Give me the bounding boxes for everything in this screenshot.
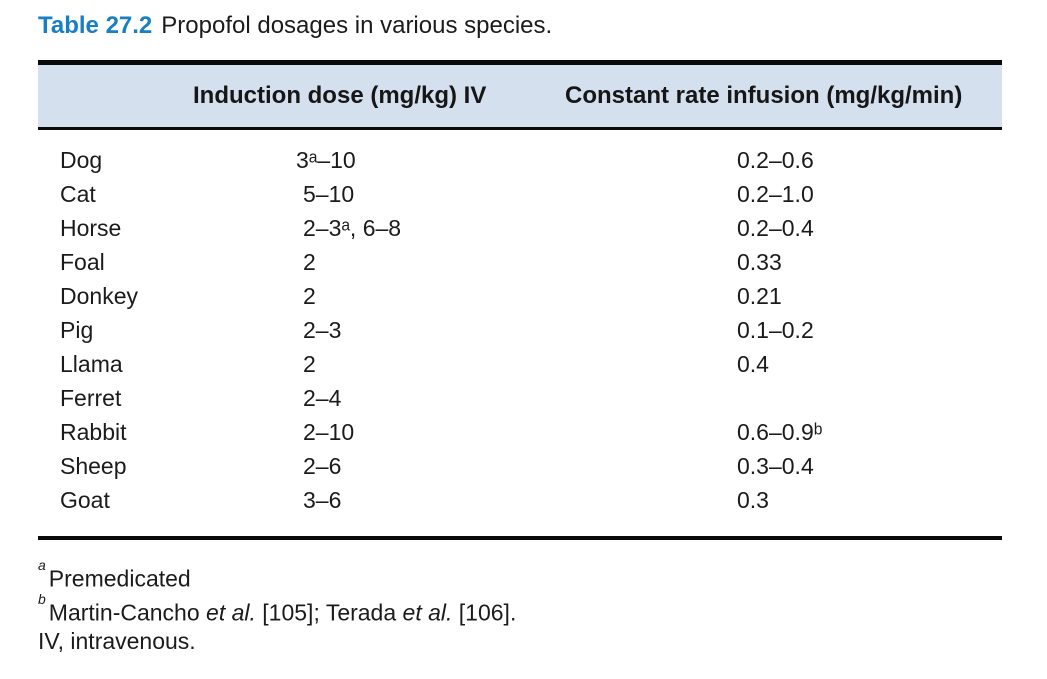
- table-row: Ferret 2–4: [38, 381, 1002, 415]
- cell-infusion-rate: 0.4: [737, 351, 769, 377]
- cell-infusion-rate: 0.33: [737, 249, 782, 275]
- cell-species: Donkey: [60, 283, 138, 309]
- table-number: Table 27.2: [38, 12, 153, 39]
- cell-species: Horse: [60, 215, 122, 241]
- footnote-b-etal-1: et al.: [206, 599, 256, 626]
- cell-species: Sheep: [60, 453, 127, 479]
- table-row: Donkey 2 0.21: [38, 279, 1002, 313]
- cell-species: Llama: [60, 351, 123, 377]
- table-header-row: Induction dose (mg/kg) IV Constant rate …: [38, 65, 1002, 127]
- cell-species: Ferret: [60, 385, 122, 411]
- column-header-induction-dose: Induction dose (mg/kg) IV: [193, 82, 487, 109]
- footnote-b-text-2: [105]; Terada: [255, 599, 403, 626]
- table-row: Horse 2–3ᵃ, 6–8 0.2–0.4: [38, 211, 1002, 245]
- cell-induction-dose: 2: [303, 351, 316, 377]
- footnote-b-text-1: Martin-Cancho: [48, 599, 207, 626]
- table-row: Cat 5–10 0.2–1.0: [38, 177, 1002, 211]
- cell-infusion-rate: 0.3–0.4: [737, 453, 814, 479]
- table-row: Goat 3–6 0.3: [38, 483, 1002, 517]
- cell-species: Cat: [60, 181, 96, 207]
- footnotes: aPremedicated bMartin-Cancho et al. [105…: [38, 556, 516, 658]
- table-row: Pig 2–3 0.1–0.2: [38, 313, 1002, 347]
- cell-induction-dose: 2–3: [303, 317, 342, 343]
- footnote-b: bMartin-Cancho et al. [105]; Terada et a…: [38, 590, 517, 626]
- footnote-abbreviation-text: IV, intravenous.: [38, 628, 196, 654]
- table-row: Rabbit 2–10 0.6–0.9ᵇ: [38, 415, 1002, 449]
- cell-infusion-rate: 0.2–0.4: [737, 215, 814, 241]
- cell-induction-dose: 2: [303, 249, 316, 275]
- table-body: Dog 3ᵃ–10 0.2–0.6 Cat 5–10 0.2–1.0 Horse…: [38, 130, 1002, 536]
- cell-species: Foal: [60, 249, 105, 275]
- cell-induction-dose: 2–10: [303, 419, 355, 445]
- table-row: Dog 3ᵃ–10 0.2–0.6: [38, 143, 1002, 177]
- cell-infusion-rate: [737, 381, 1002, 415]
- table-top-rule: [38, 60, 1002, 65]
- cell-species: Goat: [60, 487, 110, 513]
- table-caption: Table 27.2 Propofol dosages in various sp…: [38, 12, 552, 40]
- footnote-b-marker: b: [38, 591, 46, 607]
- footnote-a-marker: a: [38, 557, 46, 573]
- footnote-b-etal-2: et al.: [402, 599, 453, 626]
- table-row: Foal 2 0.33: [38, 245, 1002, 279]
- cell-induction-dose: 2–3ᵃ, 6–8: [303, 215, 402, 241]
- cell-infusion-rate: 0.21: [737, 283, 782, 309]
- table-row: Llama 2 0.4: [38, 347, 1002, 381]
- footnote-b-text-3: [106].: [452, 599, 517, 626]
- cell-induction-dose: 2–6: [303, 453, 342, 479]
- cell-species: Rabbit: [60, 419, 127, 445]
- footnote-a-text: Premedicated: [48, 565, 191, 592]
- cell-infusion-rate: 0.1–0.2: [737, 317, 814, 343]
- caption-text: Propofol dosages in various species.: [161, 12, 553, 39]
- cell-induction-dose: 2: [303, 283, 316, 309]
- cell-infusion-rate: 0.6–0.9ᵇ: [737, 419, 823, 445]
- footnote-abbreviation: IV, intravenous.: [38, 624, 516, 658]
- table-row: Sheep 2–6 0.3–0.4: [38, 449, 1002, 483]
- cell-infusion-rate: 0.2–0.6: [737, 147, 814, 173]
- cell-infusion-rate: 0.2–1.0: [737, 181, 814, 207]
- dosage-table: Induction dose (mg/kg) IV Constant rate …: [38, 60, 1002, 540]
- cell-infusion-rate: 0.3: [737, 487, 769, 513]
- column-header-infusion-rate: Constant rate infusion (mg/kg/min): [565, 82, 963, 109]
- cell-induction-dose: 3ᵃ–10: [296, 147, 356, 173]
- cell-induction-dose: 3–6: [303, 487, 342, 513]
- cell-induction-dose: 2–4: [303, 385, 342, 411]
- cell-induction-dose: 5–10: [303, 181, 355, 207]
- table-bottom-rule: [38, 536, 1002, 540]
- cell-species: Pig: [60, 317, 94, 343]
- header-bottom-rule: [38, 127, 1002, 130]
- footnote-a: aPremedicated: [38, 556, 516, 592]
- cell-species: Dog: [60, 147, 103, 173]
